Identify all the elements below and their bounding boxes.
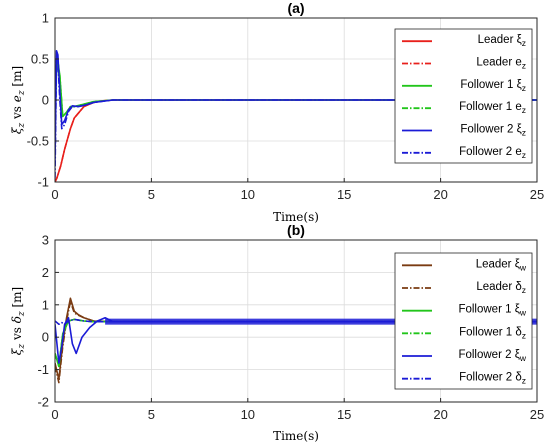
legend-label: Leader ez [476,57,526,71]
x-tick-label: 15 [337,407,351,422]
y-tick-label: 0 [42,93,49,108]
y-axis-label: ξz vs ez [m] [10,66,27,134]
series-line-5 [55,316,537,364]
legend-label: Follower 1 ξw [458,304,526,318]
legend-label: Follower 2 δz [459,372,526,386]
axes-box [54,239,538,403]
legend-label: Follower 1 ξz [460,79,526,93]
panel-title: (b) [287,222,305,238]
x-tick-label: 10 [241,187,255,202]
x-tick-label: 0 [51,187,58,202]
y-tick-label: -1 [37,175,49,190]
x-tick-label: 25 [530,407,544,422]
series-line-6 [55,58,537,178]
y-tick-label: 1 [42,297,49,312]
steady-state-band [105,318,537,325]
x-tick-label: 15 [337,187,351,202]
legend-label: Follower 2 ξz [460,124,526,138]
x-axis-label: Time(s) [273,210,319,224]
y-tick-label: -2 [37,395,49,410]
x-axis-label: Time(s) [273,429,319,443]
y-tick-label: 0 [42,330,49,345]
y-tick-label: -0.5 [27,134,49,149]
x-tick-label: 10 [241,407,255,422]
y-tick-label: -1 [37,362,49,377]
legend-label: Follower 2 ξw [458,349,526,363]
legend-label: Leader δz [476,281,526,295]
series-line-6 [55,318,537,326]
y-axis-label: ξz vs δz [m] [10,287,27,355]
legend-label: Follower 1 δz [459,326,526,340]
legend-box [394,28,533,164]
y-tick-label: 3 [42,233,49,248]
x-tick-label: 5 [148,407,155,422]
series-group [55,297,537,384]
y-tick-label: 0.5 [31,52,49,67]
x-tick-label: 25 [530,187,544,202]
panel-title: (a) [287,0,304,16]
y-tick-label: 1 [42,11,49,26]
x-tick-label: 20 [433,407,447,422]
series-group [55,50,537,182]
legend: Leader ξz Leader ez Follower 1 ξz Follower … [394,28,533,164]
x-tick-label: 20 [433,187,447,202]
legend: Leader ξw Leader δz Follower 1 ξw Follower … [394,252,533,390]
legend-label: Follower 2 ez [459,146,526,160]
legend-label: Leader ξw [476,258,527,272]
panel-b: (b) 0 5 10 15 20 25 -2 -1 0 1 2 3 Time(s) ξz vs δz [m]… [10,222,544,443]
panel-a: (a) 0 5 10 15 20 25 -1 -0.5 0 0.5 1 Time(s) ξz vs ez … [10,0,544,224]
legend-label: Leader ξz [478,34,526,48]
y-tick-label: 2 [42,265,49,280]
legend-box [394,252,533,390]
x-tick-label: 0 [51,407,58,422]
x-tick-label: 5 [148,187,155,202]
legend-label: Follower 1 ez [459,101,526,115]
